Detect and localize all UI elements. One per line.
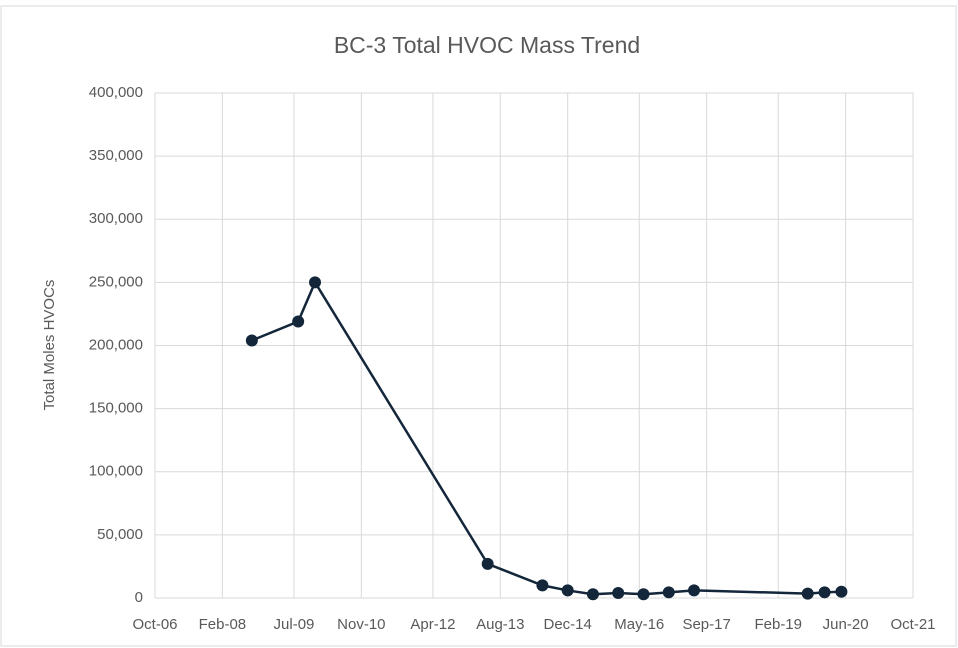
data-point: [586, 588, 599, 601]
y-axis-label: Total Moles HVOCs: [41, 280, 58, 411]
data-point: [536, 579, 549, 592]
x-tick-label: May-16: [614, 616, 664, 633]
y-tick-label: 250,000: [89, 273, 143, 290]
x-tick-label: Apr-12: [410, 616, 455, 633]
y-tick-label: 350,000: [89, 147, 143, 164]
y-tick-label: 400,000: [89, 84, 143, 101]
x-tick-label: Jun-20: [823, 616, 869, 633]
data-point: [818, 586, 831, 599]
data-point: [561, 584, 574, 597]
y-tick-label: 0: [135, 589, 143, 606]
y-tick-label: 150,000: [89, 400, 143, 417]
y-tick-label: 50,000: [97, 526, 143, 543]
data-point: [245, 334, 258, 347]
data-point: [481, 557, 494, 570]
data-line: [251, 279, 842, 596]
data-point: [612, 586, 625, 599]
y-tick-label: 300,000: [89, 210, 143, 227]
data-point: [662, 586, 675, 599]
x-tick-label: Feb-08: [199, 616, 247, 633]
x-tick-label: Oct-06: [132, 616, 177, 633]
data-point: [309, 276, 322, 289]
chart-border: [0, 5, 957, 647]
x-tick-label: Dec-14: [544, 616, 592, 633]
data-point: [801, 587, 814, 600]
x-tick-label: Aug-13: [476, 616, 524, 633]
x-tick-label: Oct-21: [890, 616, 935, 633]
x-tick-label: Feb-19: [754, 616, 802, 633]
x-tick-label: Nov-10: [337, 616, 385, 633]
x-tick-label: Jul-09: [274, 616, 315, 633]
chart-title: BC-3 Total HVOC Mass Trend: [334, 32, 640, 58]
data-point: [688, 584, 701, 597]
data-point: [292, 315, 305, 328]
data-point: [835, 585, 848, 598]
y-tick-label: 100,000: [89, 463, 143, 480]
y-tick-label: 200,000: [89, 336, 143, 353]
x-tick-label: Sep-17: [682, 616, 730, 633]
data-point: [637, 588, 650, 601]
